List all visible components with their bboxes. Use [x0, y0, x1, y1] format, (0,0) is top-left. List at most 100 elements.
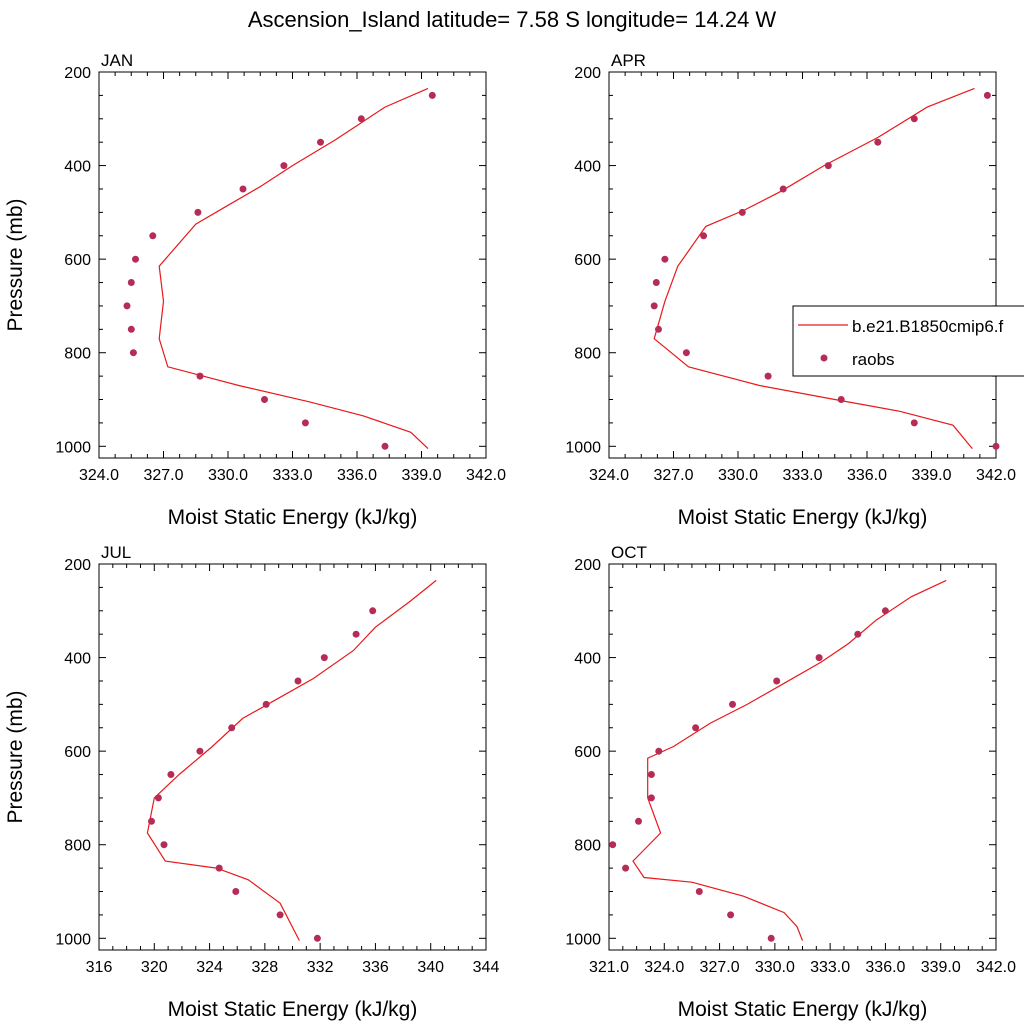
x-tick-label: 340 [417, 959, 444, 976]
y-tick-label: 1000 [55, 931, 91, 948]
panel-title: JUL [101, 543, 131, 562]
raobs-point [313, 934, 321, 942]
raobs-point [369, 607, 377, 615]
raobs-point [910, 419, 918, 427]
raobs-point [738, 208, 746, 216]
x-tick-label: 333.0 [810, 959, 850, 976]
raobs-point [983, 91, 991, 99]
legend-box [792, 305, 1024, 377]
y-tick-label: 400 [574, 159, 601, 176]
raobs-point [276, 911, 284, 919]
x-tick-label: 327.0 [700, 959, 740, 976]
raobs-point [160, 841, 168, 849]
raobs-point [381, 442, 389, 450]
y-tick-label: 800 [64, 838, 91, 855]
y-tick-label: 400 [64, 651, 91, 668]
legend-marker-swatch [820, 354, 828, 362]
y-tick-label: 400 [574, 651, 601, 668]
raobs-point [352, 630, 360, 638]
raobs-point [609, 841, 617, 849]
y-axis-label: Pressure (mb) [4, 198, 27, 331]
x-tick-label: 336.0 [337, 467, 377, 484]
x-tick-label: 324.0 [589, 467, 629, 484]
raobs-point [154, 794, 162, 802]
x-tick-label: 328 [252, 959, 279, 976]
y-tick-label: 600 [64, 744, 91, 761]
x-tick-label: 336.0 [847, 467, 887, 484]
plot-frame [608, 71, 997, 459]
raobs-point [232, 888, 240, 895]
panel-apr: APR 200 400 600 800 1000 324.0 327.0 330.0 333.0 3… [565, 51, 1016, 529]
raobs-point [881, 607, 889, 615]
legend-label-raobs: raobs [852, 350, 895, 369]
raobs-point [239, 185, 247, 193]
raobs-point [317, 138, 324, 146]
raobs-point [650, 302, 658, 310]
x-tick-label: 342.0 [466, 467, 506, 484]
y-tick-label: 1000 [565, 439, 601, 456]
x-tick-label: 333.0 [782, 467, 822, 484]
raobs-point [357, 115, 365, 123]
plot-frame [98, 71, 487, 459]
y-tick-label: 800 [64, 346, 91, 363]
raobs-point [228, 724, 236, 732]
raobs-point [695, 888, 703, 895]
x-tick-label: 324.0 [79, 467, 119, 484]
plot-frame [98, 563, 487, 951]
raobs-point [262, 700, 270, 708]
y-tick-label: 200 [64, 65, 91, 82]
raobs-point [132, 255, 139, 263]
raobs-point [655, 747, 663, 755]
raobs-point [661, 255, 669, 263]
raobs-point [647, 771, 655, 778]
panel-title: APR [611, 51, 646, 70]
y-tick-label: 200 [574, 65, 601, 82]
raobs-point [167, 771, 175, 778]
model-profile-line [146, 579, 437, 941]
legend-label-model: b.e21.B1850cmip6.f [852, 317, 1003, 336]
x-tick-label: 332 [307, 959, 334, 976]
y-axis-label: Pressure (mb) [4, 690, 27, 823]
model-profile-line [158, 87, 429, 450]
y-tick-label: 600 [64, 252, 91, 269]
x-tick-label: 327.0 [653, 467, 693, 484]
x-tick-label: 324 [196, 959, 223, 976]
raobs-point [767, 934, 775, 942]
raobs-point [874, 138, 882, 146]
model-profile-line [653, 87, 975, 449]
raobs-point [622, 864, 630, 872]
panel-jul: JUL 200 400 600 800 1000 316 320 324 328 332 336 340… [4, 543, 499, 1021]
y-tick-label: 1000 [565, 931, 601, 948]
raobs-point [301, 419, 309, 427]
panel-title: OCT [611, 543, 647, 562]
raobs-point [682, 349, 690, 357]
raobs-point [647, 794, 655, 802]
x-tick-label: 342.0 [976, 959, 1016, 976]
y-tick-label: 800 [574, 346, 601, 363]
panel-jan: JAN 200 400 600 800 1000 324.0 327.0 330.0 333.0 3… [4, 51, 506, 529]
raobs-point [196, 747, 204, 755]
figure-title: Ascension_Island latitude= 7.58 S longit… [248, 7, 777, 32]
x-axis-label: Moist Static Energy (kJ/kg) [168, 506, 418, 529]
panel-title: JAN [101, 51, 133, 70]
x-tick-label: 339.0 [921, 959, 961, 976]
raobs-point [196, 372, 204, 380]
raobs-point [194, 208, 202, 216]
raobs-point [910, 115, 918, 123]
y-tick-label: 1000 [55, 439, 91, 456]
y-tick-label: 400 [64, 159, 91, 176]
panel-oct: OCT 200 400 600 800 1000 321.0 324.0 327.0 330.0 3… [565, 543, 1016, 1021]
raobs-point [428, 91, 436, 99]
raobs-point [854, 630, 862, 638]
x-tick-label: 336.0 [865, 959, 905, 976]
x-tick-label: 330.0 [208, 467, 248, 484]
raobs-point [129, 349, 137, 357]
x-tick-label: 336 [362, 959, 389, 976]
raobs-point [127, 325, 135, 333]
raobs-point [215, 864, 223, 872]
raobs-point [727, 911, 735, 919]
raobs-point [992, 442, 1000, 450]
model-profile-line [632, 579, 947, 941]
x-tick-label: 324.0 [644, 959, 684, 976]
raobs-point [837, 396, 845, 403]
